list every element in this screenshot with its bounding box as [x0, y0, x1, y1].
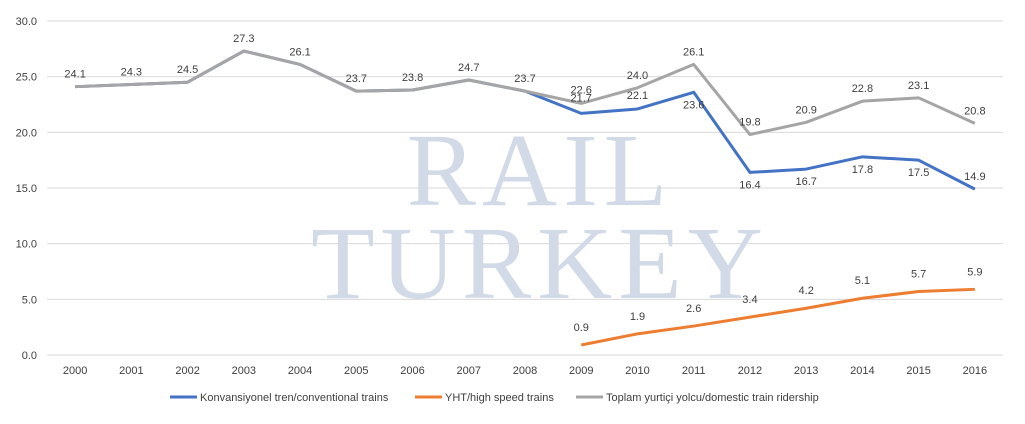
- y-tick-label: 10.0: [16, 239, 37, 251]
- data-label: 24.3: [121, 66, 142, 78]
- x-tick-label: 2016: [963, 365, 987, 377]
- data-label: 14.9: [964, 171, 985, 183]
- data-label: 24.7: [458, 62, 479, 74]
- data-label: 20.8: [964, 105, 985, 117]
- data-label: 4.2: [799, 285, 814, 297]
- series-line-1: [580, 287, 975, 347]
- y-tick-label: 15.0: [16, 183, 37, 195]
- x-tick-label: 2004: [288, 365, 312, 377]
- data-label: 22.6: [571, 84, 592, 96]
- watermark-line-1: RAIL: [407, 113, 674, 228]
- data-label: 5.1: [855, 275, 870, 287]
- data-label: 27.3: [233, 33, 254, 45]
- data-label: 20.9: [795, 104, 816, 116]
- data-label: 22.1: [627, 90, 648, 102]
- legend-label: YHT/high speed trains: [445, 392, 554, 404]
- y-tick-label: 0.0: [22, 350, 37, 362]
- data-label: 23.6: [683, 99, 704, 111]
- data-label: 22.8: [852, 83, 873, 95]
- y-tick-label: 20.0: [16, 127, 37, 139]
- data-label: 3.4: [742, 294, 757, 306]
- x-tick-label: 2011: [682, 365, 706, 377]
- x-tick-label: 2015: [906, 365, 930, 377]
- data-label: 26.1: [289, 46, 310, 58]
- watermark-line-2: TURKEY: [311, 206, 769, 321]
- data-label: 5.7: [911, 269, 926, 281]
- x-tick-label: 2008: [513, 365, 537, 377]
- y-tick-label: 25.0: [16, 72, 37, 84]
- data-label: 24.1: [64, 69, 85, 81]
- x-tick-label: 2005: [344, 365, 368, 377]
- y-tick-label: 5.0: [22, 294, 37, 306]
- data-label: 0.9: [574, 322, 589, 334]
- data-label: 24.5: [177, 64, 198, 76]
- x-tick-label: 2002: [175, 365, 199, 377]
- data-label: 23.7: [346, 73, 367, 85]
- x-tick-label: 2012: [738, 365, 762, 377]
- x-tick-label: 2009: [569, 365, 593, 377]
- data-label: 23.1: [908, 80, 929, 92]
- data-label: 26.1: [683, 46, 704, 58]
- data-label: 5.9: [967, 266, 982, 278]
- x-tick-label: 2007: [457, 365, 481, 377]
- legend-label: Konvansiyonel tren/conventional trains: [200, 392, 389, 404]
- data-label: 21.7: [571, 92, 592, 104]
- data-label: 23.8: [402, 72, 423, 84]
- x-tick-label: 2013: [794, 365, 818, 377]
- data-label: 1.9: [630, 311, 645, 323]
- data-label: 16.4: [739, 179, 760, 191]
- x-tick-label: 2001: [119, 365, 143, 377]
- x-tick-label: 2003: [232, 365, 256, 377]
- series-line-2: [75, 49, 976, 137]
- x-tick-label: 2006: [400, 365, 424, 377]
- data-label: 16.7: [795, 176, 816, 188]
- data-label: 19.8: [739, 117, 760, 129]
- data-label: 24.0: [627, 70, 648, 82]
- data-label: 2.6: [686, 303, 701, 315]
- y-tick-label: 30.0: [16, 16, 37, 28]
- x-tick-label: 2014: [850, 365, 874, 377]
- x-tick-label: 2000: [63, 365, 87, 377]
- x-tick-label: 2010: [625, 365, 649, 377]
- legend-label: Toplam yurtiçi yolcu/domestic train ride…: [606, 392, 819, 404]
- data-label: 17.8: [852, 164, 873, 176]
- data-label: 23.7: [514, 73, 535, 85]
- data-label: 17.5: [908, 167, 929, 179]
